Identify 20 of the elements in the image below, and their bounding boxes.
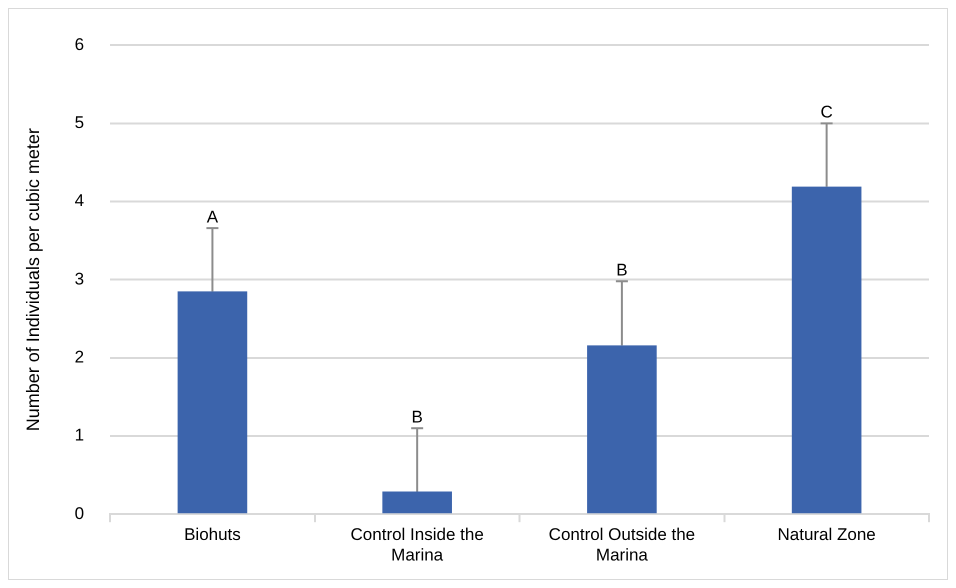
y-tick-label: 2 <box>74 348 84 367</box>
annotation: B <box>616 260 628 280</box>
x-tick-label: Biohuts <box>184 525 241 544</box>
y-tick-label: 4 <box>74 191 84 210</box>
annotation: A <box>206 207 219 226</box>
y-tick-label: 1 <box>74 426 84 445</box>
x-tick-label: Control Outside the Marina <box>548 525 696 564</box>
y-tick-label: 0 <box>74 504 84 523</box>
bar <box>178 291 248 514</box>
y-tick-label: 5 <box>74 113 84 132</box>
bar <box>587 345 657 514</box>
bar <box>382 492 452 514</box>
y-tick-label: 3 <box>74 269 84 288</box>
x-tick-label: Natural Zone <box>777 525 876 544</box>
bar <box>792 186 862 514</box>
y-axis-title: Number of Individuals per cubic meter <box>22 128 43 432</box>
annotation: C <box>820 102 833 122</box>
annotation: B <box>411 407 423 426</box>
x-tick-label: Control Inside the Marina <box>350 525 484 564</box>
y-tick-label: 6 <box>74 34 84 54</box>
